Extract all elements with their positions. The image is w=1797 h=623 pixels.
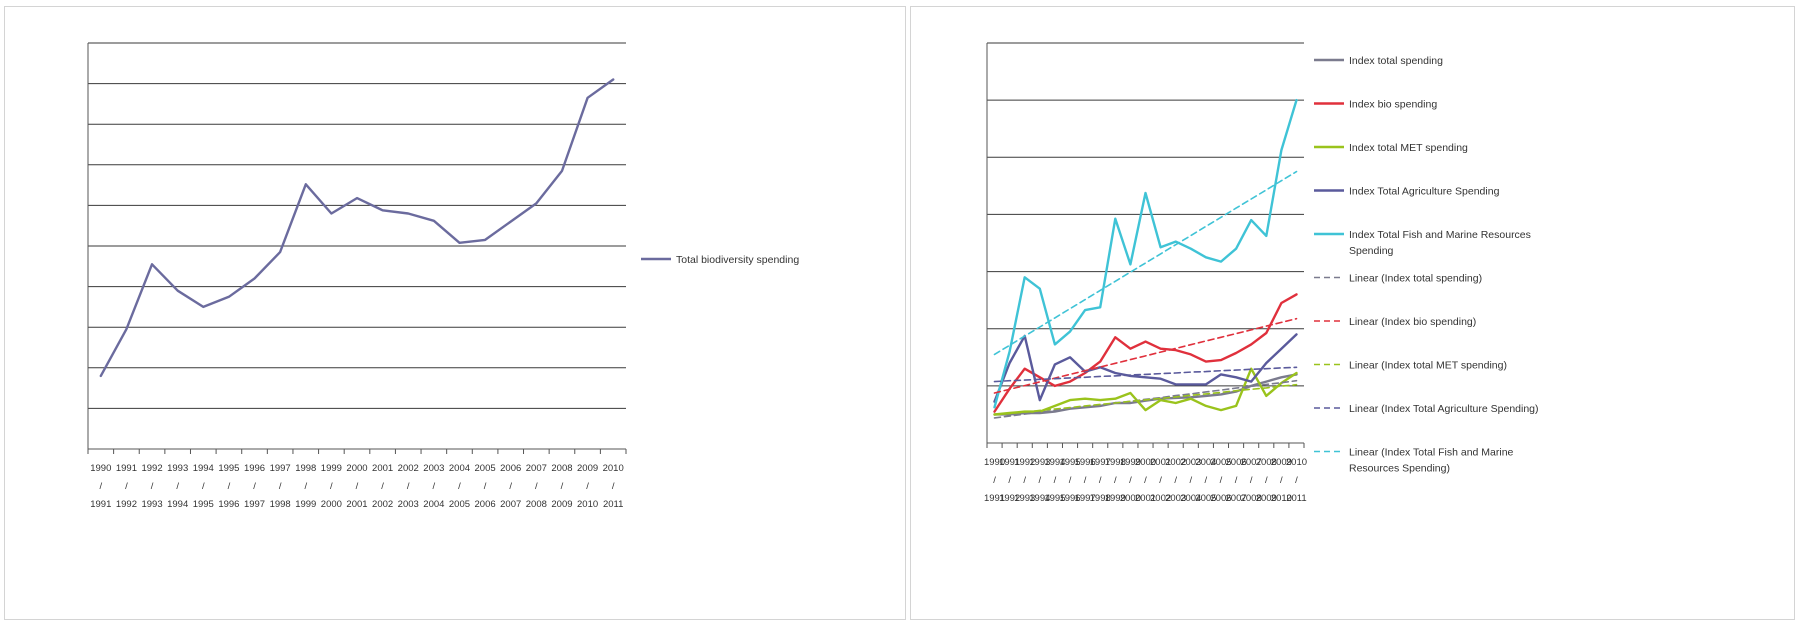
x-tick-label: 2007/2008 (1241, 457, 1262, 504)
legend-label: Linear (Index total spending) (1349, 273, 1482, 285)
x-tick-label: 2009/2010 (1271, 457, 1292, 504)
legend-label: Linear (Index bio spending) (1349, 316, 1476, 328)
x-tick-label: 1993/1994 (1029, 457, 1050, 504)
right-chart-panel: 1990/1991 1991/1992 1992/1993 1993/1994 1994… (910, 6, 1795, 620)
x-tick-label: 1997/1998 (270, 463, 291, 510)
x-tick-label: 2006/2007 (1226, 457, 1247, 504)
legend-label: Linear (Index Total Fish and Marine Resou… (1349, 447, 1514, 475)
x-tick-label: 2000/2001 (1135, 457, 1156, 504)
x-tick-label: 2003/2004 (1180, 457, 1201, 504)
x-tick-label: 1991/1992 (999, 457, 1020, 504)
x-tick-label: 1992/1993 (1014, 457, 1035, 504)
legend-label: Linear (Index Total Agriculture Spending… (1349, 403, 1539, 415)
x-tick-label: 1994/1995 (193, 463, 214, 510)
legend-label: Index Total Fish and Marine Resources Spe… (1349, 229, 1531, 257)
x-tick-label: 2003/2004 (423, 463, 444, 510)
x-tick-label: 1998/1999 (1105, 457, 1126, 504)
x-tick-label: 1994/1995 (1044, 457, 1065, 504)
x-tick-label: 2004/2005 (1195, 457, 1216, 504)
x-tick-label: 2002/2003 (1165, 457, 1186, 504)
legend-label: Total biodiversity spending (676, 254, 799, 266)
x-tick-label: 1996/1997 (1075, 457, 1096, 504)
series-line (993, 367, 1298, 416)
x-tick-label: 2010/2011 (1286, 457, 1307, 504)
x-tick-label: 2008/2009 (1256, 457, 1277, 504)
legend-label: Index total MET spending (1349, 142, 1468, 154)
series-line (993, 293, 1298, 413)
x-tick-label: 1993/1994 (167, 463, 188, 510)
x-tick-label: 2001/2002 (372, 463, 393, 510)
x-tick-label: 2007/2008 (526, 463, 547, 510)
series-line (993, 317, 1298, 394)
x-tick-label: 1991/1992 (116, 463, 137, 510)
x-tick-label: 2001/2002 (1150, 457, 1171, 504)
left-chart-panel: 1990/1991 1991/1992 1992/1993 1993/1994 1994… (4, 6, 906, 620)
series-line (993, 366, 1298, 383)
x-tick-label: 1995/1996 (218, 463, 239, 510)
legend-label: Index total spending (1349, 55, 1443, 67)
series-line (993, 333, 1298, 403)
x-tick-label: 2008/2009 (551, 463, 572, 510)
legend-label: Index Total Agriculture Spending (1349, 186, 1500, 198)
x-tick-label: 2004/2005 (449, 463, 470, 510)
series-line (99, 78, 615, 378)
legend-label: Linear (Index total MET spending) (1349, 360, 1507, 372)
legend-label: Index bio spending (1349, 99, 1437, 111)
x-tick-label: 1997/1998 (1090, 457, 1111, 504)
x-tick-label: 1999/2000 (1120, 457, 1141, 504)
x-tick-label: 1992/1993 (141, 463, 162, 510)
x-tick-label: 2010/2011 (603, 463, 624, 510)
x-tick-label: 1996/1997 (244, 463, 265, 510)
x-tick-label: 1998/1999 (295, 463, 316, 510)
series-line (993, 170, 1298, 356)
x-tick-label: 1995/1996 (1059, 457, 1080, 504)
series-line (993, 383, 1298, 416)
series-line (993, 98, 1298, 409)
total-biodiversity-spending-chart: 1990/19911991/19921992/19931993/19941994… (87, 42, 799, 510)
x-tick-label: 2009/2010 (577, 463, 598, 510)
x-tick-label: 2005/2006 (1210, 457, 1231, 504)
x-tick-label: 2002/2003 (398, 463, 419, 510)
x-tick-label: 1990/1991 (90, 463, 111, 510)
x-tick-label: 2005/2006 (475, 463, 496, 510)
x-tick-label: 1999/2000 (321, 463, 342, 510)
x-tick-label: 1990/1991 (984, 457, 1005, 504)
x-tick-label: 2000/2001 (346, 463, 367, 510)
spending-index-chart: 1990/19911991/19921992/19931993/19941994… (984, 42, 1539, 504)
x-tick-label: 2006/2007 (500, 463, 521, 510)
